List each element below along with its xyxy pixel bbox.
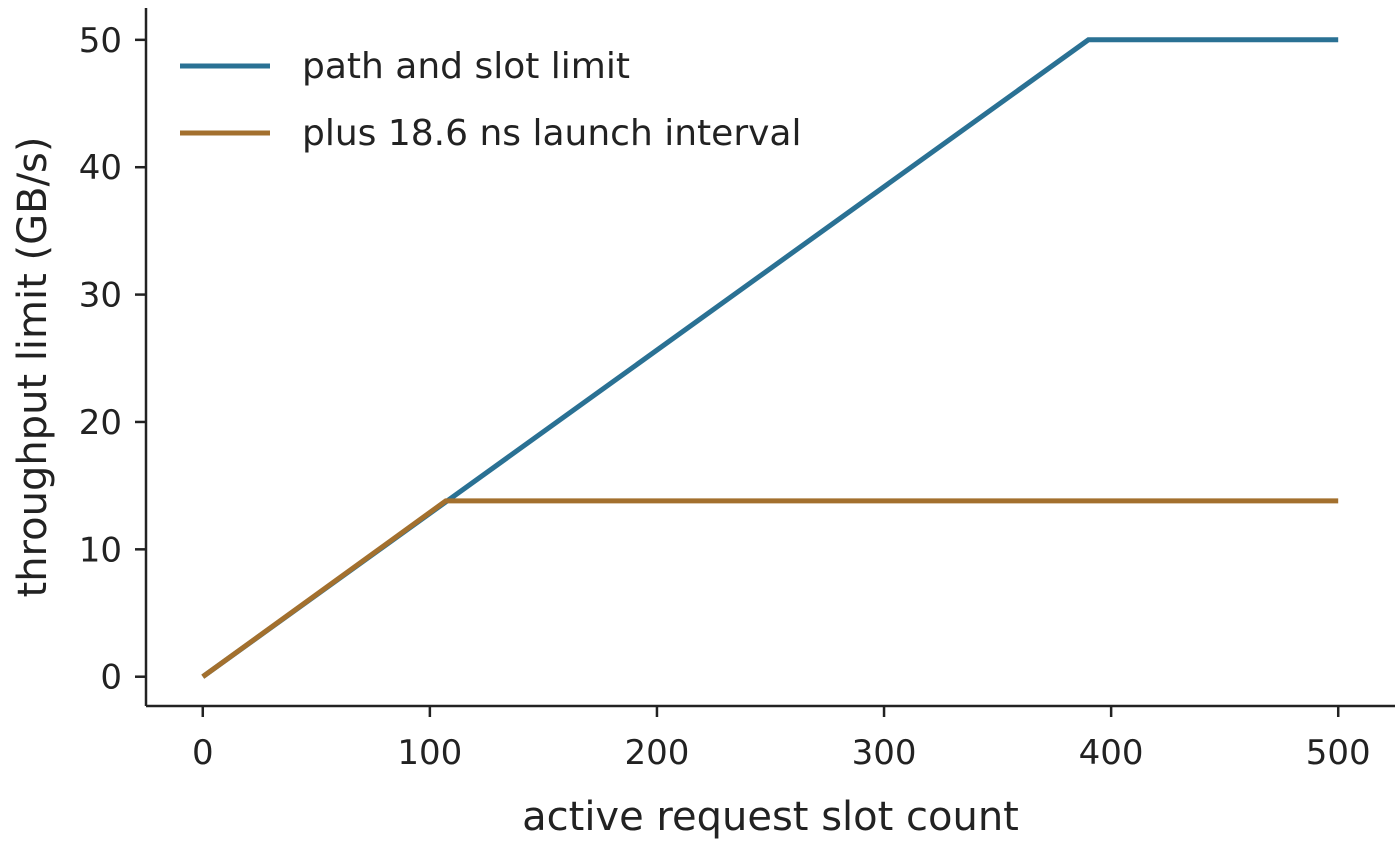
y-tick-label: 0 bbox=[100, 658, 122, 698]
y-tick-label: 50 bbox=[79, 21, 122, 61]
x-tick-label: 400 bbox=[1079, 733, 1144, 773]
x-tick-label: 200 bbox=[625, 733, 690, 773]
legend-label-2: plus 18.6 ns launch interval bbox=[302, 113, 801, 154]
x-tick-label: 0 bbox=[192, 733, 214, 773]
x-axis-title: active request slot count bbox=[522, 794, 1019, 840]
y-tick-label: 30 bbox=[79, 276, 122, 316]
series-line-1 bbox=[201, 37, 1339, 679]
y-axis-ticks: 0 10 20 30 40 50 bbox=[79, 21, 146, 698]
y-tick-label: 10 bbox=[79, 530, 122, 570]
y-tick-label: 20 bbox=[79, 403, 122, 443]
x-axis-ticks: 0 100 200 300 400 500 bbox=[192, 706, 1371, 773]
x-tick-label: 500 bbox=[1306, 733, 1371, 773]
y-tick-label: 40 bbox=[79, 148, 122, 188]
legend: path and slot limit plus 18.6 ns launch i… bbox=[180, 46, 801, 154]
legend-label-1: path and slot limit bbox=[302, 46, 630, 87]
plot-series bbox=[201, 37, 1339, 679]
y-axis-title: throughput limit (GB/s) bbox=[10, 137, 56, 598]
x-tick-label: 300 bbox=[852, 733, 917, 773]
series-line-2 bbox=[201, 498, 1339, 679]
x-tick-label: 100 bbox=[397, 733, 462, 773]
